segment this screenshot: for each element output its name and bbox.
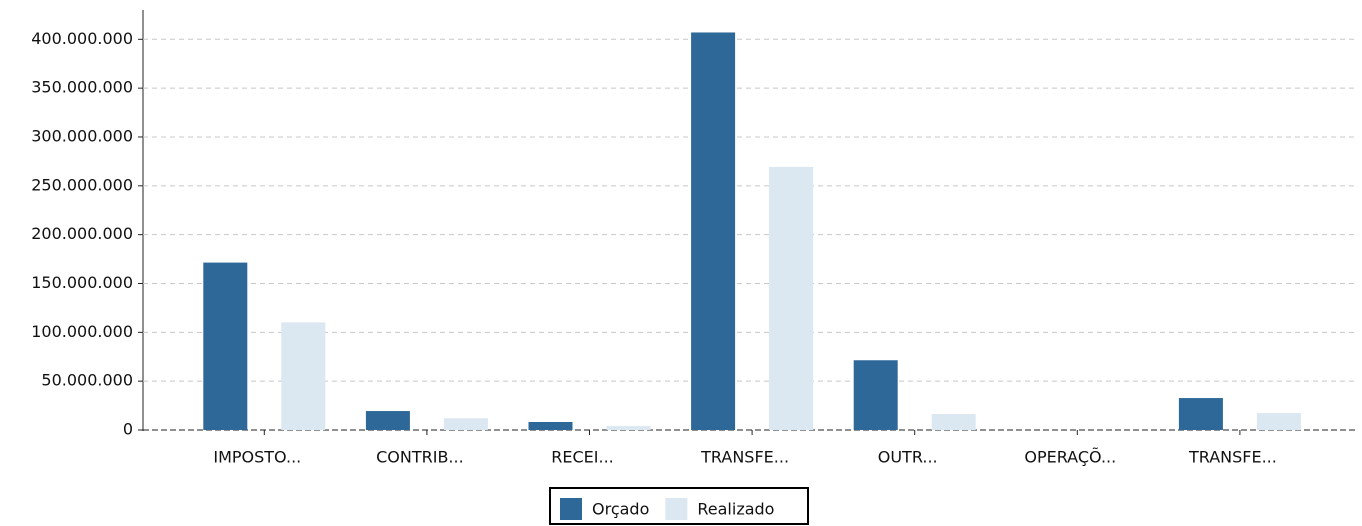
x-tick-label: OUTR... — [878, 448, 938, 467]
bar — [606, 426, 651, 430]
bar — [691, 32, 736, 430]
bar — [443, 418, 488, 430]
y-tick-label: 50.000.000 — [41, 371, 133, 390]
y-tick-label: 400.000.000 — [31, 29, 133, 48]
legend-label: Orçado — [592, 500, 649, 519]
bar — [1256, 413, 1301, 430]
y-tick-label: 300.000.000 — [31, 126, 133, 145]
y-tick-label: 150.000.000 — [31, 273, 133, 292]
bar — [931, 414, 976, 430]
x-tick-label: CONTRIB... — [376, 448, 464, 467]
y-tick-label: 100.000.000 — [31, 322, 133, 341]
legend-swatch — [665, 498, 688, 520]
y-tick-label: 0 — [123, 420, 133, 439]
bar — [365, 411, 410, 430]
bar — [203, 262, 248, 430]
bar — [1178, 398, 1223, 430]
y-tick-label: 350.000.000 — [31, 78, 133, 97]
bar — [528, 421, 573, 430]
bar — [853, 360, 898, 430]
x-tick-label: RECEI... — [551, 448, 613, 467]
bar — [769, 166, 814, 430]
y-tick-label: 250.000.000 — [31, 175, 133, 194]
x-tick-label: OPERAÇÕ... — [1024, 448, 1116, 467]
x-tick-label: IMPOSTO... — [213, 448, 301, 467]
x-tick-label: TRANSFE... — [1188, 448, 1277, 467]
legend-label: Realizado — [697, 500, 774, 519]
legend-swatch — [560, 498, 582, 520]
y-tick-label: 200.000.000 — [31, 224, 133, 243]
bar — [281, 322, 326, 430]
x-tick-label: TRANSFE... — [700, 448, 789, 467]
